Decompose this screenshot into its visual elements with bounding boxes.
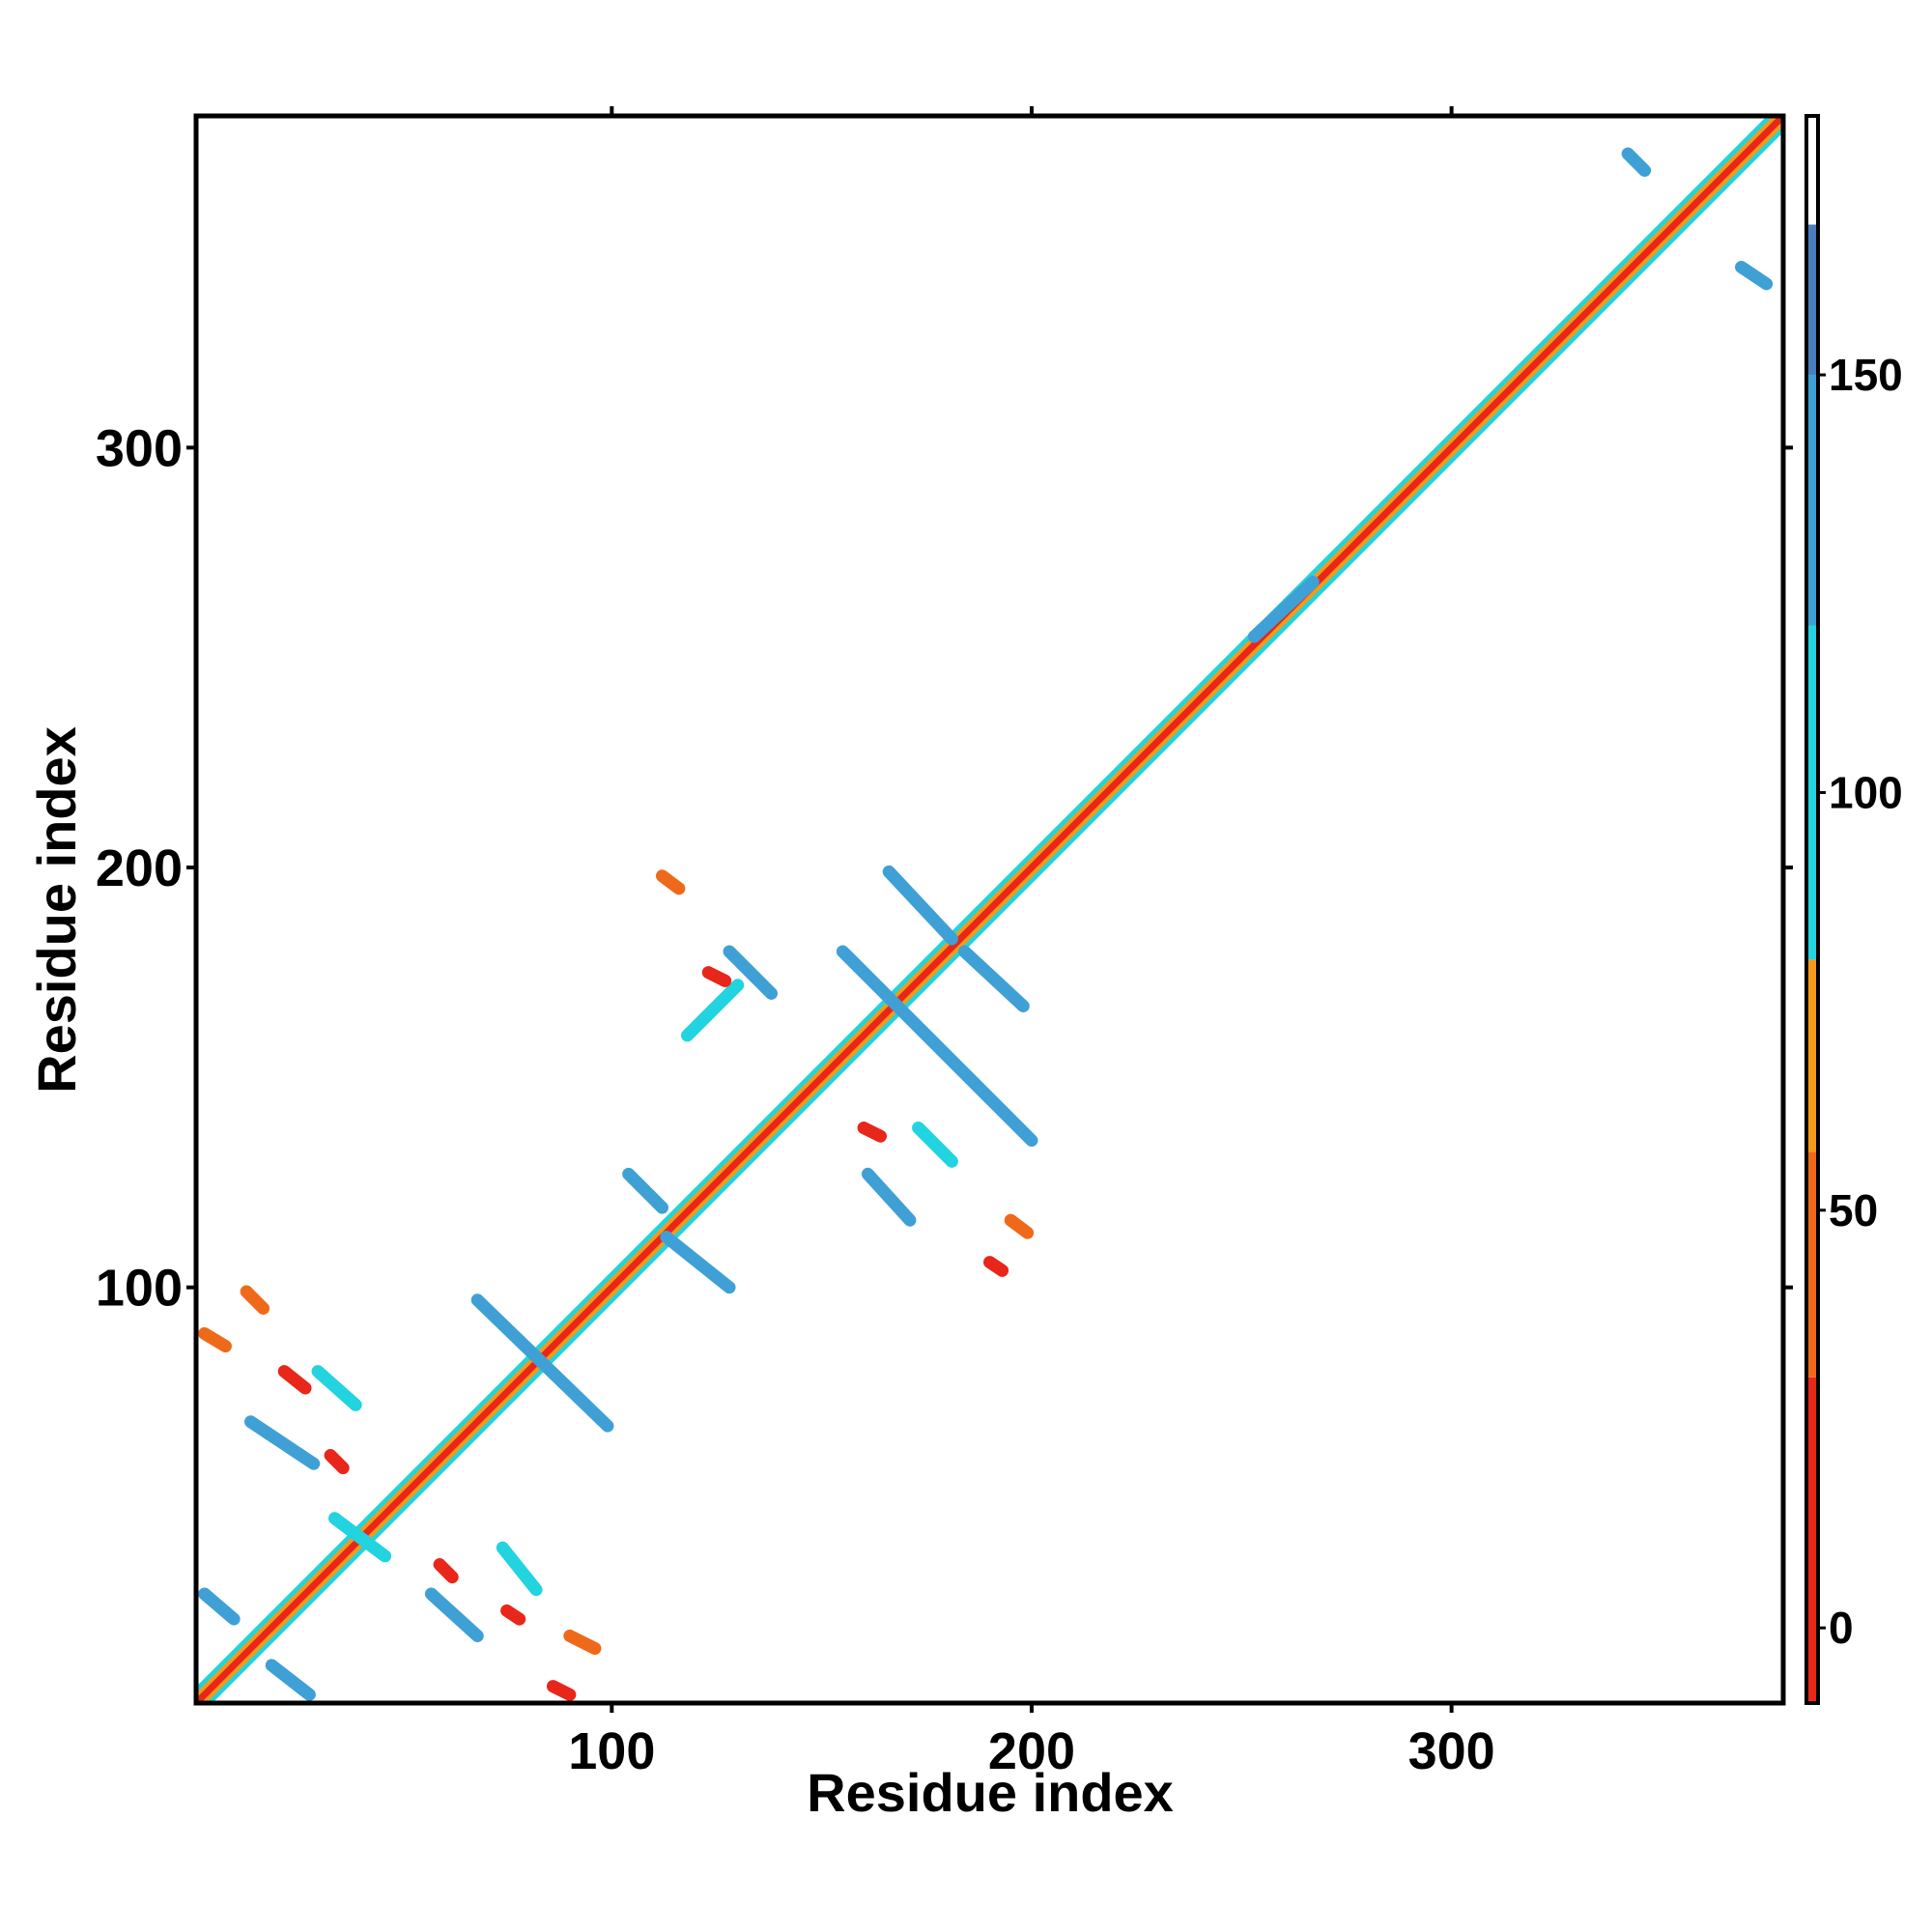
contact-segment	[957, 945, 1030, 1012]
contact-segment	[622, 1167, 668, 1214]
contact-segment	[912, 1122, 958, 1168]
contact-segment	[723, 945, 778, 1000]
colorbar-band	[1806, 375, 1818, 626]
colorbar-tick-label: 150	[1829, 350, 1903, 400]
contact-segment	[701, 966, 732, 987]
contact-segment	[861, 1167, 917, 1227]
contact-segment	[198, 1326, 232, 1353]
contact-segment	[470, 1293, 614, 1433]
y-axis: 100 200 300	[96, 419, 196, 1318]
colorbar-band	[1806, 1377, 1818, 1703]
contact-segment	[433, 1558, 459, 1584]
x-tick-label: 300	[1408, 1722, 1495, 1780]
x-axis-title: Residue index	[807, 1762, 1174, 1823]
contact-segment	[882, 865, 958, 946]
colorbar-frame	[1804, 114, 1820, 1705]
contact-segment	[660, 1231, 736, 1294]
y-tick-label: 300	[96, 419, 183, 477]
colorbar-band	[1806, 116, 1818, 225]
x-axis: 100 200 300	[568, 106, 1495, 1780]
contact-segment	[198, 1587, 241, 1626]
y-axis-title: Residue index	[26, 726, 87, 1094]
contact-segment	[546, 1680, 577, 1701]
contact-segment	[1004, 1213, 1035, 1239]
contact-segment	[500, 1604, 526, 1626]
colorbar: 0 50 100 150	[1783, 114, 1903, 1705]
contact-segment	[327, 1512, 392, 1563]
plot-frame	[193, 113, 1786, 1706]
x-tick-label: 100	[568, 1722, 655, 1780]
colorbar-tick-label: 0	[1829, 1603, 1854, 1653]
contact-segment	[836, 945, 1038, 1148]
colorbar-band	[1806, 1151, 1818, 1378]
contact-segment	[563, 1629, 602, 1656]
y-tick-label: 100	[96, 1260, 183, 1318]
x-tick-label: 200	[988, 1722, 1075, 1780]
contact-segment	[1621, 147, 1652, 178]
contact-segment	[311, 1365, 362, 1411]
contact-segment	[857, 1122, 888, 1143]
contact-segment	[277, 1365, 312, 1395]
colorbar-band	[1806, 224, 1818, 376]
contact-segment	[1247, 575, 1320, 643]
contact-segment	[1735, 260, 1774, 291]
contact-segment	[982, 1256, 1009, 1277]
colorbar-band	[1806, 625, 1818, 960]
heatmap-marks	[196, 116, 1783, 1703]
colorbar-tick-label: 50	[1829, 1185, 1878, 1236]
contact-segment	[424, 1587, 484, 1642]
contact-segment	[240, 1285, 270, 1315]
colorbar-tick-label: 100	[1829, 767, 1903, 817]
contact-segment	[655, 869, 686, 895]
y-tick-label: 200	[96, 839, 183, 897]
contact-segment	[496, 1541, 543, 1597]
diagonal-core	[196, 116, 1783, 1703]
contact-segment	[243, 1415, 321, 1470]
contact-segment	[681, 979, 745, 1042]
contact-segment	[324, 1449, 350, 1475]
contact-segment	[265, 1659, 316, 1701]
colorbar-band	[1806, 959, 1818, 1152]
